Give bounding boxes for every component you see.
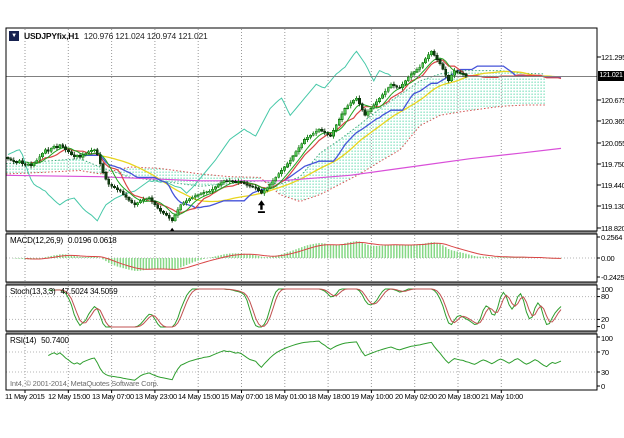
time-label: 14 May 15:00	[178, 392, 220, 401]
chart-title-bar: ▼ USDJPYfix,H1 120.976 121.024 120.974 1…	[9, 31, 208, 41]
macd-axis-label: 0.00	[601, 254, 615, 263]
macd-axis-label: -0.2425	[601, 273, 624, 282]
time-label: 13 May 23:00	[135, 392, 177, 401]
stoch-panel-label: Stoch(13,3,3) 47.5024 34.5059	[10, 287, 118, 296]
price-tick-label: 119.130	[601, 202, 624, 211]
price-tick-label: 118.820	[601, 224, 624, 233]
time-label: 13 May 07:00	[92, 392, 134, 401]
rsi-panel-label: RSI(14) 50.7400	[10, 336, 69, 345]
stoch-axis-label: 20	[601, 315, 609, 324]
rsi-axis-label: 100	[601, 334, 613, 343]
time-label: 11 May 2015	[5, 392, 45, 401]
time-label: 18 May 18:00	[308, 392, 350, 401]
time-label: 20 May 18:00	[438, 392, 480, 401]
rsi-axis-label: 30	[601, 368, 609, 377]
stoch-values: 47.5024 34.5059	[60, 287, 118, 296]
macd-axis-label: 0.2564	[601, 233, 623, 242]
time-label: 21 May 10:00	[481, 392, 523, 401]
price-tick-label: 119.750	[601, 160, 624, 169]
price-tick-label: 120.675	[601, 96, 624, 105]
time-label: 12 May 15:00	[48, 392, 90, 401]
stoch-name: Stoch(13,3,3)	[10, 287, 56, 296]
price-tick-label: 119.440	[601, 181, 624, 190]
time-label: 15 May 07:00	[221, 392, 263, 401]
rsi-values: 50.7400	[41, 336, 69, 345]
ohlc-values: 120.976 121.024 120.974 121.021	[83, 31, 208, 41]
time-label: 18 May 01:00	[265, 392, 307, 401]
stoch-axis-label: 100	[601, 285, 613, 294]
symbol-label: USDJPYfix,H1	[24, 31, 79, 41]
price-tick-label: 120.055	[601, 139, 624, 148]
stoch-axis-label: 80	[601, 292, 609, 301]
price-tick-label: 121.295	[601, 53, 624, 62]
chevron-down-icon[interactable]: ▼	[9, 31, 19, 41]
current-price-badge: 121.021	[598, 71, 624, 81]
rsi-axis-label: 70	[601, 348, 609, 357]
time-label: 19 May 10:00	[351, 392, 393, 401]
macd-values: 0.0196 0.0618	[67, 236, 117, 245]
price-tick-label: 120.365	[601, 117, 624, 126]
rsi-axis-label: 0	[601, 382, 605, 391]
macd-panel-label: MACD(12,26,9) 0.0196 0.0618	[10, 236, 117, 245]
rsi-name: RSI(14)	[10, 336, 37, 345]
time-label: 20 May 02:00	[395, 392, 437, 401]
stoch-axis-label: 0	[601, 322, 605, 331]
platform-watermark: Int4, © 2001-2014, MetaQuotes Software C…	[10, 379, 159, 388]
macd-name: MACD(12,26,9)	[10, 236, 63, 245]
